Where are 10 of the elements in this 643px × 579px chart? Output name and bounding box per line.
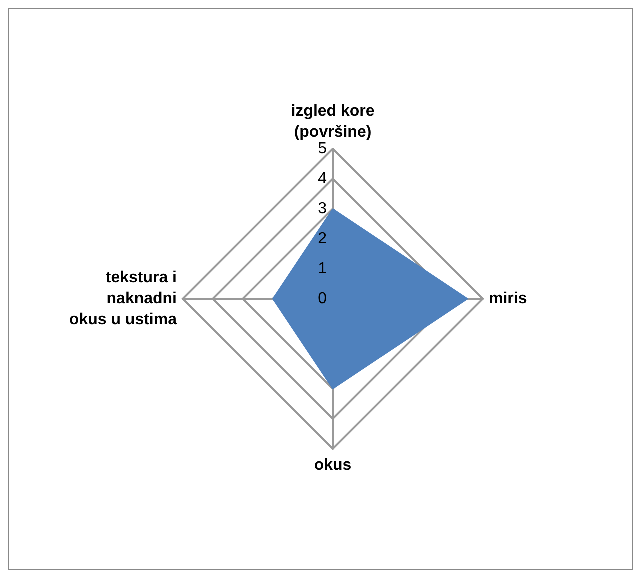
y-tick-label: 4: [318, 170, 328, 188]
y-tick-label: 5: [318, 140, 328, 158]
spoke-label: izgled kore (površine): [291, 103, 375, 141]
spoke-label: tekstura i naknadni okus u ustima: [69, 270, 178, 328]
spoke-label: miris: [489, 290, 528, 308]
spoke-label: okus: [314, 457, 352, 474]
y-tick-label: 3: [318, 200, 328, 218]
y-tick-label: 2: [318, 230, 328, 248]
y-tick-label: 0: [318, 290, 328, 308]
y-tick-label: 1: [318, 260, 328, 278]
